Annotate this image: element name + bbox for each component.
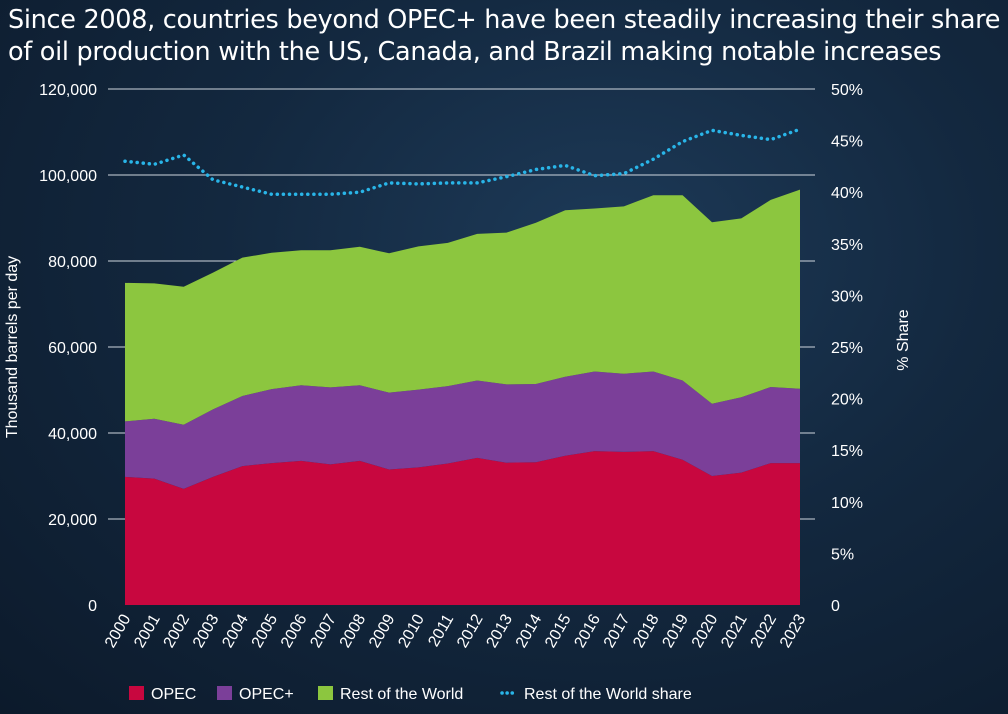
x-tick-label: 2003 — [190, 611, 223, 650]
x-tick-label: 2018 — [630, 611, 663, 650]
stacked-areas — [125, 189, 800, 605]
x-tick-label: 2014 — [513, 611, 546, 650]
x-tick-label: 2007 — [307, 611, 340, 650]
y2-axis-label: % Share — [895, 309, 912, 370]
x-tick-label: 2002 — [161, 611, 194, 650]
y2-tick-label: 50% — [831, 82, 863, 99]
legend: OPEC OPEC+ Rest of the World Rest of the Wo… — [129, 686, 692, 703]
legend-swatch-rest-of-the-world — [318, 686, 333, 700]
legend-label-opec: OPEC — [151, 686, 196, 703]
share-line — [123, 127, 802, 197]
x-tick-label: 2017 — [601, 611, 634, 650]
x-tick-label: 2023 — [777, 611, 810, 650]
y2-tick-label: 25% — [831, 340, 863, 357]
left-axis-ticks: 0 20,000 40,000 60,000 80,000 100,000 120,000 — [39, 82, 97, 615]
series-line-rest-of-the-world-share — [123, 127, 802, 197]
x-tick-label: 2022 — [748, 611, 781, 650]
x-tick-label: 2006 — [278, 611, 311, 650]
x-tick-label: 2009 — [366, 611, 399, 650]
x-tick-label: 2020 — [689, 611, 722, 650]
x-tick-label: 2015 — [542, 611, 575, 650]
y2-tick-label: 20% — [831, 392, 863, 409]
x-tick-label: 2008 — [337, 611, 370, 650]
x-tick-label: 2021 — [718, 611, 751, 650]
x-tick-label: 2013 — [483, 611, 516, 650]
area-opec- — [125, 371, 800, 489]
y-tick-label: 120,000 — [39, 82, 97, 99]
x-tick-label: 2001 — [131, 611, 164, 650]
y-tick-label: 20,000 — [48, 512, 97, 529]
y2-tick-label: 5% — [831, 546, 854, 563]
legend-label-rest-of-the-world: Rest of the World — [340, 686, 463, 703]
y-tick-label: 0 — [88, 598, 97, 615]
x-tick-label: 2012 — [454, 611, 487, 650]
y2-tick-label: 35% — [831, 237, 863, 254]
y-tick-label: 100,000 — [39, 168, 97, 185]
area-opec — [125, 451, 800, 605]
y2-tick-label: 40% — [831, 185, 863, 202]
x-tick-label: 2005 — [249, 611, 282, 650]
x-tick-label: 2011 — [425, 611, 457, 649]
y-tick-label: 80,000 — [48, 254, 97, 271]
legend-label-rest-of-the-world-share: Rest of the World share — [524, 686, 692, 703]
legend-label-opec-: OPEC+ — [239, 686, 294, 703]
x-tick-label: 2010 — [395, 611, 428, 650]
y2-tick-label: 0 — [831, 598, 840, 615]
x-tick-label: 2004 — [219, 611, 252, 650]
x-axis-ticks: 2000200120022003200420052006200720082009… — [102, 611, 810, 650]
y2-tick-label: 30% — [831, 288, 863, 305]
x-tick-label: 2016 — [572, 611, 605, 650]
y2-tick-label: 45% — [831, 134, 863, 151]
x-tick-label: 2019 — [660, 611, 693, 650]
legend-swatch-opec — [129, 686, 144, 700]
legend-swatch-opec- — [217, 686, 232, 700]
chart-title: Since 2008, countries beyond OPEC+ have … — [8, 5, 1001, 67]
y2-tick-label: 15% — [831, 443, 863, 460]
y-tick-label: 40,000 — [48, 426, 97, 443]
y2-tick-label: 10% — [831, 495, 863, 512]
x-tick-label: 2000 — [102, 611, 135, 650]
right-axis-ticks: 0 5% 10% 15% 20% 25% 30% 35% 40% 45% 50% — [831, 82, 863, 615]
y-axis-label: Thousand barrels per day — [4, 256, 21, 438]
y-tick-label: 60,000 — [48, 340, 97, 357]
area-rest-of-the-world — [125, 189, 800, 425]
